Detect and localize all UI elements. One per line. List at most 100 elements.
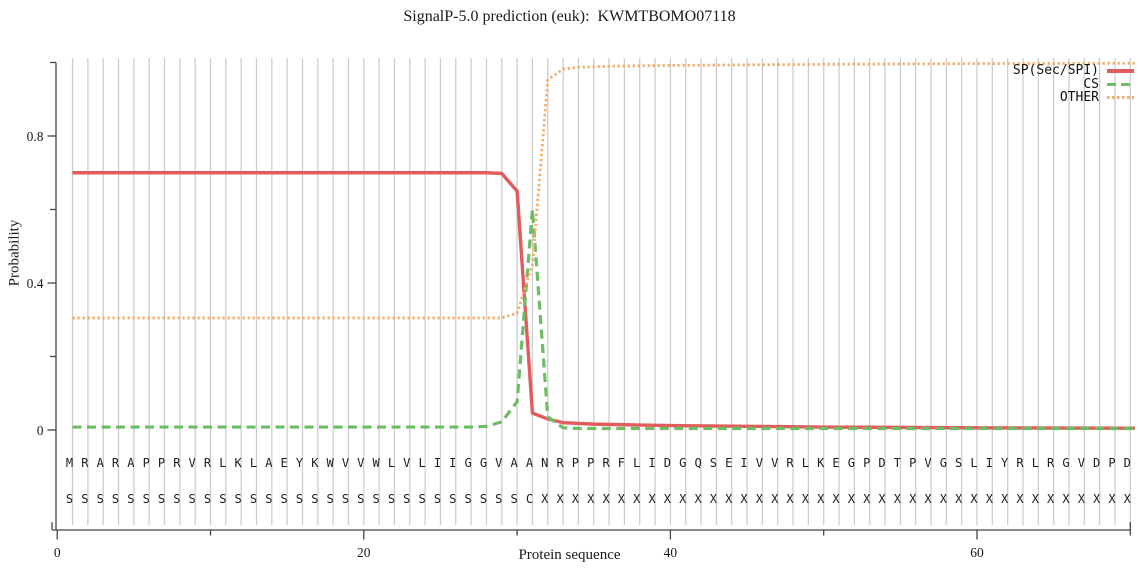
svg-text:X: X — [1078, 492, 1086, 506]
svg-text:D: D — [1093, 456, 1100, 470]
svg-text:L: L — [970, 456, 977, 470]
svg-text:A: A — [97, 456, 105, 470]
svg-text:W: W — [373, 456, 381, 470]
svg-text:V: V — [189, 456, 196, 470]
svg-text:L: L — [802, 456, 809, 470]
svg-text:S: S — [189, 492, 196, 506]
svg-text:E: E — [725, 456, 732, 470]
svg-text:S: S — [403, 492, 410, 506]
svg-text:R: R — [786, 456, 794, 470]
svg-text:X: X — [587, 492, 595, 506]
svg-text:X: X — [817, 492, 825, 506]
legend-item-sp: SP(Sec/SPI) — [1013, 64, 1134, 78]
svg-text:20: 20 — [357, 545, 371, 560]
svg-text:E: E — [281, 456, 288, 470]
svg-text:R: R — [204, 456, 212, 470]
svg-text:S: S — [173, 492, 180, 506]
svg-text:D: D — [1124, 456, 1131, 470]
svg-text:S: S — [342, 492, 349, 506]
svg-text:R: R — [556, 456, 564, 470]
svg-text:S: S — [281, 492, 288, 506]
svg-text:S: S — [480, 492, 487, 506]
svg-text:P: P — [158, 456, 165, 470]
svg-text:X: X — [541, 492, 549, 506]
legend-label-sp: SP(Sec/SPI) — [1012, 63, 1099, 78]
svg-text:R: R — [173, 456, 181, 470]
svg-text:M: M — [66, 456, 73, 470]
svg-text:G: G — [464, 456, 471, 470]
svg-text:A: A — [265, 456, 273, 470]
svg-text:X: X — [894, 492, 902, 506]
svg-text:I: I — [648, 456, 655, 470]
svg-text:X: X — [679, 492, 687, 506]
svg-text:P: P — [863, 456, 870, 470]
svg-text:S: S — [955, 456, 962, 470]
svg-text:X: X — [756, 492, 764, 506]
svg-text:S: S — [219, 492, 226, 506]
svg-text:X: X — [710, 492, 718, 506]
svg-text:X: X — [986, 492, 994, 506]
svg-text:V: V — [756, 456, 763, 470]
svg-text:I: I — [740, 456, 747, 470]
svg-text:X: X — [786, 492, 794, 506]
svg-text:S: S — [357, 492, 364, 506]
svg-text:A: A — [526, 456, 534, 470]
svg-text:S: S — [388, 492, 395, 506]
svg-text:S: S — [464, 492, 471, 506]
svg-text:S: S — [235, 492, 242, 506]
svg-text:0.4: 0.4 — [27, 276, 44, 291]
svg-text:G: G — [679, 456, 686, 470]
svg-text:S: S — [510, 492, 517, 506]
svg-text:R: R — [1016, 456, 1024, 470]
svg-text:E: E — [832, 456, 839, 470]
x-axis-title: Protein sequence — [518, 547, 621, 563]
series-other — [72, 61, 1135, 320]
svg-text:X: X — [771, 492, 779, 506]
svg-text:L: L — [419, 456, 426, 470]
svg-text:I: I — [986, 456, 993, 470]
legend-item-cs: CS — [1013, 77, 1134, 92]
svg-text:S: S — [81, 492, 88, 506]
svg-text:X: X — [602, 492, 610, 506]
chart-title: SignalP-5.0 prediction (euk): KWMTBOMO07… — [403, 8, 736, 25]
svg-text:X: X — [1001, 492, 1009, 506]
svg-text:60: 60 — [970, 545, 984, 560]
svg-text:X: X — [572, 492, 580, 506]
svg-text:P: P — [572, 456, 579, 470]
svg-text:D: D — [664, 456, 671, 470]
svg-text:S: S — [434, 492, 441, 506]
svg-text:X: X — [725, 492, 733, 506]
axes — [47, 61, 1131, 540]
svg-text:X: X — [618, 492, 626, 506]
svg-text:I: I — [434, 456, 441, 470]
svg-text:A: A — [127, 456, 135, 470]
svg-text:X: X — [970, 492, 978, 506]
svg-text:X: X — [633, 492, 641, 506]
svg-text:0: 0 — [54, 545, 61, 560]
x-tick-labels: 0 20 40 60 — [54, 545, 984, 560]
svg-text:S: S — [265, 492, 272, 506]
svg-text:N: N — [541, 456, 548, 470]
svg-text:L: L — [633, 456, 640, 470]
svg-text:G: G — [848, 456, 855, 470]
legend-item-other: OTHER — [1013, 91, 1134, 105]
gridlines — [71, 58, 1131, 525]
svg-text:0.8: 0.8 — [27, 129, 44, 144]
svg-text:X: X — [1108, 492, 1116, 506]
svg-text:V: V — [403, 456, 410, 470]
svg-text:K: K — [235, 456, 243, 470]
svg-text:X: X — [740, 492, 748, 506]
y-axis-title: Probability — [6, 219, 23, 287]
svg-text:X: X — [1093, 492, 1101, 506]
svg-text:D: D — [878, 456, 885, 470]
svg-text:40: 40 — [664, 545, 678, 560]
svg-text:X: X — [694, 492, 702, 506]
svg-text:P: P — [143, 456, 150, 470]
svg-text:X: X — [556, 492, 564, 506]
svg-text:X: X — [924, 492, 932, 506]
svg-text:R: R — [81, 456, 89, 470]
svg-text:R: R — [602, 456, 610, 470]
svg-text:X: X — [1124, 492, 1132, 506]
